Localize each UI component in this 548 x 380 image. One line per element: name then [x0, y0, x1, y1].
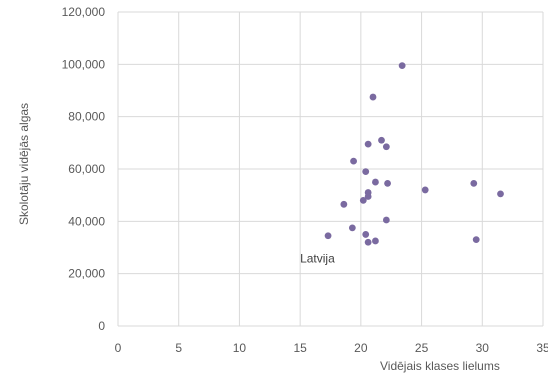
- x-tick-label: 0: [115, 341, 122, 355]
- data-point: [348, 224, 356, 232]
- data-point: [364, 193, 372, 200]
- y-tick-label: 120,000: [62, 5, 106, 19]
- y-tick-label: 60,000: [68, 162, 105, 176]
- data-point: [382, 216, 390, 224]
- data-point: [372, 178, 379, 186]
- data-point: [378, 136, 385, 144]
- x-axis-title: Vidējais klases lielums: [380, 359, 500, 373]
- data-point: [362, 231, 370, 238]
- data-point: [470, 179, 478, 187]
- y-tick-label: 40,000: [68, 214, 105, 228]
- data-point: [384, 179, 391, 187]
- y-tick-label: 100,000: [62, 57, 106, 71]
- data-point: [398, 62, 406, 70]
- x-axis-tick-labels: 0 5 10 15 20 25 30 35: [115, 341, 548, 355]
- x-tick-label: 5: [175, 341, 182, 355]
- y-tick-label: 0: [98, 319, 105, 333]
- data-point: [372, 237, 379, 245]
- annotation-label: Latvija: [300, 252, 335, 266]
- y-axis-title: Skolotāju vidējās algas: [17, 103, 31, 225]
- data-point: [359, 197, 367, 204]
- x-tick-label: 25: [415, 341, 429, 355]
- data-point: [382, 143, 390, 151]
- x-tick-label: 20: [354, 341, 368, 355]
- y-axis-tick-labels: 0 20,000 40,000 60,000 80,000 100,000 120,000: [62, 5, 106, 333]
- data-point: [364, 238, 372, 246]
- x-tick-label: 10: [233, 341, 247, 355]
- y-tick-label: 20,000: [68, 267, 105, 281]
- data-point: [340, 200, 348, 208]
- data-point: [364, 140, 372, 148]
- data-points: [324, 62, 504, 246]
- y-tick-label: 80,000: [68, 110, 105, 124]
- grid: [117, 11, 544, 327]
- data-point: [497, 190, 504, 198]
- data-point: [324, 232, 332, 240]
- data-point: [350, 157, 357, 165]
- data-point: [421, 186, 429, 194]
- x-tick-label: 35: [536, 341, 548, 355]
- data-point: [369, 93, 377, 101]
- x-tick-label: 30: [476, 341, 490, 355]
- data-point: [472, 236, 480, 244]
- data-point: [362, 168, 370, 176]
- annotations: Latvija: [300, 252, 335, 266]
- x-tick-label: 15: [293, 341, 307, 355]
